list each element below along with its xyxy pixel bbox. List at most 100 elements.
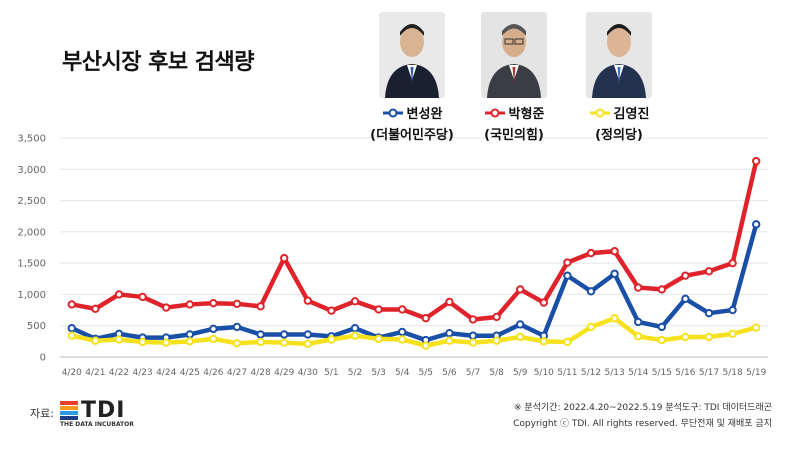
data-point <box>327 306 336 315</box>
data-point <box>421 314 430 323</box>
data-point <box>398 335 407 344</box>
candidate-party-2: (국민의힘) <box>484 128 544 143</box>
data-point <box>303 339 312 349</box>
series-line <box>69 315 759 348</box>
copyright: Copyright ⓒ TDI. All rights reserved. 무단… <box>513 419 772 429</box>
data-point <box>539 298 548 307</box>
y-tick-label: 2,500 <box>17 196 46 207</box>
chart-title: 부산시장 후보 검색량 <box>62 50 254 75</box>
x-tick-label: 5/11 <box>557 368 577 378</box>
data-point <box>114 335 124 344</box>
candidate-card-3: 김영진 (정의당) <box>564 12 674 143</box>
x-tick-label: 4/26 <box>203 368 223 378</box>
x-tick-label: 4/27 <box>227 368 247 378</box>
y-tick-label: 2,000 <box>17 227 46 238</box>
data-point <box>657 322 666 332</box>
data-point <box>162 338 171 347</box>
data-point <box>704 267 714 276</box>
candidate-photo-3 <box>586 12 652 98</box>
x-tick-label: 4/28 <box>250 368 270 378</box>
y-tick-label: 1,500 <box>17 259 46 270</box>
x-tick-label: 4/30 <box>298 368 318 378</box>
candidate-name-1: 변성완 <box>406 107 443 122</box>
data-point <box>563 337 572 347</box>
data-point <box>586 287 596 296</box>
data-point <box>185 300 195 309</box>
data-point <box>657 335 666 345</box>
data-point <box>468 331 478 340</box>
data-point <box>468 338 478 347</box>
data-point <box>445 336 454 345</box>
candidate-card-2: 박형준 (국민의힘) <box>459 12 569 143</box>
x-tick-label: 5/3 <box>371 368 385 378</box>
data-point <box>752 323 761 332</box>
data-point <box>256 337 265 347</box>
data-point <box>516 332 525 342</box>
x-tick-label: 5/1 <box>324 368 338 378</box>
data-point <box>185 337 195 346</box>
candidate-party-1: (더불어민주당) <box>370 128 454 143</box>
data-point <box>374 305 383 314</box>
data-point <box>586 248 596 258</box>
x-tick-label: 4/20 <box>62 368 82 378</box>
data-point <box>138 292 147 302</box>
chart-series <box>67 156 761 350</box>
data-point <box>445 329 454 338</box>
data-point <box>610 247 619 256</box>
data-point <box>752 156 761 166</box>
data-point <box>728 329 737 339</box>
x-tick-label: 5/5 <box>419 368 433 378</box>
data-point <box>350 324 360 333</box>
data-point <box>256 330 265 339</box>
x-tick-label: 5/6 <box>442 368 457 378</box>
y-tick-label: 500 <box>27 321 46 332</box>
source-block: 자료: TDI THE DATA INCUBATOR <box>30 398 134 428</box>
data-point <box>91 304 100 314</box>
legend-swatch-2 <box>484 108 505 117</box>
data-point <box>586 322 596 332</box>
x-tick-label: 5/18 <box>722 368 742 378</box>
data-point <box>280 330 289 339</box>
y-tick-label: 3,500 <box>17 134 46 145</box>
data-point <box>681 271 690 280</box>
data-point <box>492 336 501 345</box>
data-point <box>563 258 572 267</box>
candidate-party-3: (정의당) <box>595 128 643 143</box>
x-tick-label: 5/14 <box>628 368 648 378</box>
series-1 <box>67 220 761 345</box>
data-point <box>445 297 454 307</box>
data-point <box>91 336 100 345</box>
candidate-card-1: 변성완 (더불어민주당) <box>357 12 467 143</box>
data-point <box>209 298 218 308</box>
x-tick-label: 5/15 <box>652 368 672 378</box>
data-point <box>610 269 619 278</box>
x-tick-label: 5/17 <box>699 368 719 378</box>
x-tick-label: 4/22 <box>109 368 129 378</box>
data-point <box>421 341 430 350</box>
y-tick-label: 0 <box>40 353 46 364</box>
series-line <box>69 158 759 322</box>
x-tick-label: 4/25 <box>180 368 200 378</box>
data-point <box>681 332 690 342</box>
data-point <box>516 285 525 294</box>
footer-notes: ※ 분석기간: 2022.4.20~2022.5.19 분석도구: TDI 데이… <box>513 400 772 432</box>
data-point <box>350 297 360 306</box>
data-point <box>303 296 312 305</box>
x-tick-label: 4/24 <box>156 368 176 378</box>
data-point <box>681 294 690 304</box>
data-point <box>327 335 336 344</box>
data-point <box>728 258 737 268</box>
candidate-photo-2 <box>481 12 547 98</box>
x-tick-label: 5/19 <box>746 368 766 378</box>
data-point <box>350 331 360 340</box>
x-tick-label: 5/10 <box>534 368 554 378</box>
chart-grid <box>60 137 768 358</box>
data-point <box>374 334 383 344</box>
logo-text: TDI <box>80 398 126 423</box>
legend-swatch-1 <box>382 108 403 117</box>
data-point <box>492 312 501 322</box>
x-tick-label: 5/16 <box>675 368 695 378</box>
data-point <box>303 330 312 339</box>
data-point <box>209 334 218 344</box>
